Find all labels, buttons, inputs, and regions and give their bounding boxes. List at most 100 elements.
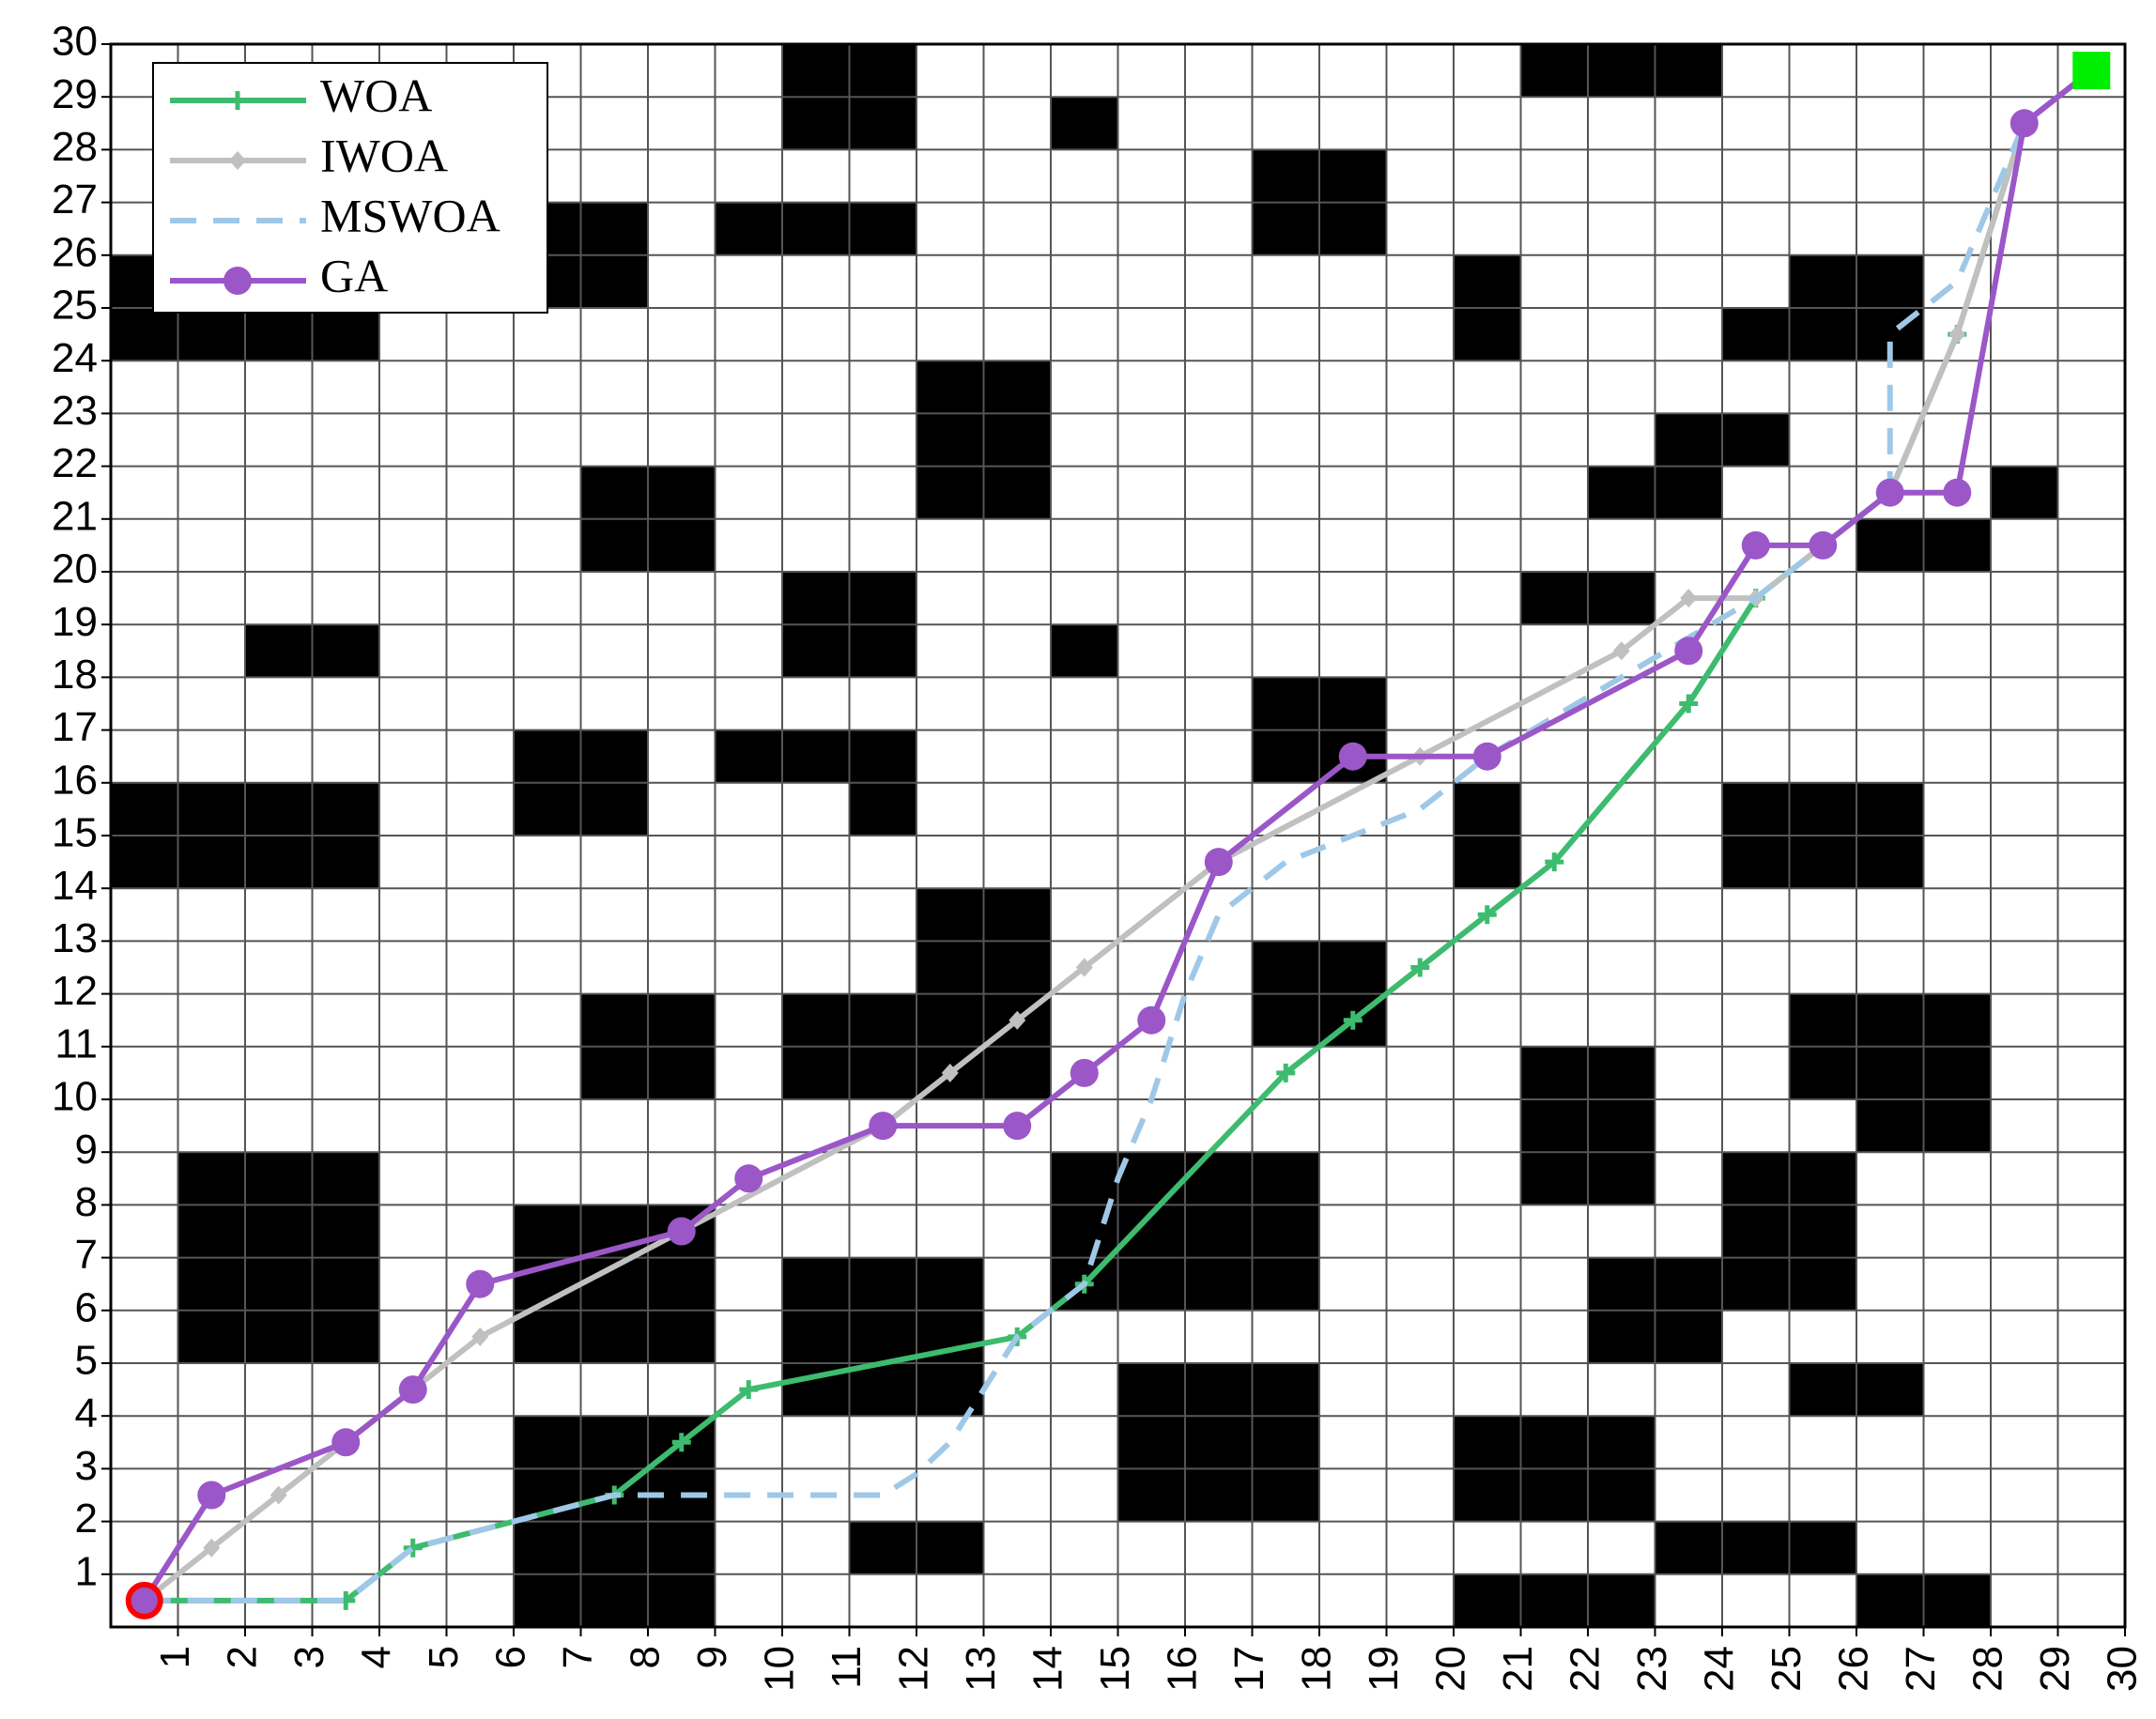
marker	[1070, 1058, 1099, 1087]
marker	[1679, 694, 1699, 714]
marker	[471, 1327, 489, 1346]
marker	[1680, 589, 1698, 608]
marker	[941, 1063, 959, 1082]
y-tick-label: 29	[52, 71, 98, 117]
x-tick-label: 16	[1160, 1646, 1206, 1692]
legend-label: IWOA	[320, 129, 448, 181]
y-tick-label: 25	[52, 283, 98, 329]
marker	[203, 1538, 221, 1558]
marker	[1204, 848, 1233, 877]
marker	[466, 1269, 495, 1298]
obstacle	[1454, 1573, 1656, 1627]
marker	[734, 1164, 763, 1193]
obstacle	[782, 1257, 984, 1417]
y-tick-label: 22	[52, 440, 98, 486]
marker	[228, 91, 247, 110]
obstacle	[1722, 308, 1924, 361]
marker	[1943, 478, 1972, 507]
marker	[671, 1433, 691, 1452]
y-tick-label: 30	[52, 19, 98, 65]
marker	[1477, 905, 1497, 925]
x-tick-label: 7	[555, 1646, 601, 1668]
marker	[1674, 637, 1703, 666]
obstacle	[1051, 97, 1118, 150]
x-tick-label: 4	[354, 1646, 400, 1668]
marker	[130, 1586, 159, 1615]
obstacle	[1117, 1363, 1319, 1522]
goal-point	[2072, 52, 2111, 90]
marker	[1075, 958, 1093, 977]
legend-label: MSWOA	[320, 189, 500, 241]
x-tick-label: 14	[1025, 1646, 1071, 1692]
marker	[2010, 109, 2039, 138]
x-tick-label: 25	[1763, 1646, 1810, 1692]
x-tick-label: 26	[1831, 1646, 1877, 1692]
x-tick-label: 15	[1092, 1646, 1138, 1692]
x-tick-label: 9	[689, 1646, 735, 1668]
x-tick-label: 23	[1629, 1646, 1675, 1692]
y-tick-label: 23	[52, 388, 98, 434]
marker	[1741, 530, 1770, 560]
obstacle	[715, 729, 916, 783]
obstacle	[715, 202, 916, 255]
x-tick-label: 20	[1428, 1646, 1474, 1692]
obstacle	[1051, 624, 1118, 678]
y-tick-label: 26	[52, 229, 98, 275]
x-tick-label: 27	[1898, 1646, 1944, 1692]
marker	[667, 1217, 696, 1246]
y-tick-label: 4	[75, 1390, 98, 1436]
obstacle	[849, 782, 916, 836]
marker	[869, 1112, 898, 1141]
y-tick-label: 17	[52, 704, 98, 750]
y-tick-label: 3	[75, 1443, 98, 1489]
legend-label: WOA	[320, 69, 432, 121]
x-tick-label: 11	[824, 1646, 870, 1689]
x-tick-label: 5	[421, 1646, 467, 1668]
marker	[1276, 1063, 1296, 1082]
marker	[1338, 742, 1367, 771]
x-tick-label: 10	[757, 1646, 803, 1692]
y-tick-label: 18	[52, 652, 98, 698]
y-tick-label: 8	[75, 1179, 98, 1225]
start-point	[125, 1581, 163, 1619]
y-tick-label: 10	[52, 1074, 98, 1120]
x-tick-label: 30	[2100, 1646, 2146, 1692]
y-tick-label: 21	[52, 493, 98, 539]
y-tick-label: 7	[75, 1232, 98, 1278]
plot-frame	[109, 42, 2127, 1629]
x-tick-label: 21	[1495, 1646, 1541, 1692]
x-tick-label: 8	[623, 1646, 669, 1668]
x-tick-label: 28	[1965, 1646, 2011, 1692]
obstacle	[1655, 1521, 1856, 1574]
obstacle	[1991, 466, 2058, 519]
y-tick-label: 24	[52, 335, 98, 381]
y-tick-label: 1	[75, 1548, 98, 1594]
obstacle	[1520, 44, 1722, 98]
marker	[398, 1375, 427, 1404]
x-tick-label: 6	[488, 1646, 534, 1668]
marker	[1809, 530, 1838, 560]
y-tick-label: 6	[75, 1284, 98, 1330]
y-tick-label: 5	[75, 1338, 98, 1384]
y-tick-label: 15	[52, 810, 98, 856]
marker	[1472, 742, 1502, 771]
marker	[1948, 325, 1966, 345]
x-tick-label: 18	[1294, 1646, 1340, 1692]
x-tick-label: 13	[958, 1646, 1004, 1692]
y-tick-label: 13	[52, 915, 98, 961]
y-tick-label: 28	[52, 124, 98, 170]
x-tick-label: 1	[152, 1646, 198, 1668]
y-tick-label: 11	[54, 1021, 98, 1067]
y-tick-label: 20	[52, 546, 98, 592]
x-tick-label: 17	[1226, 1646, 1272, 1692]
y-tick-label: 19	[52, 599, 98, 645]
y-tick-label: 12	[52, 968, 98, 1014]
marker	[331, 1428, 361, 1457]
y-tick-label: 9	[75, 1127, 98, 1173]
marker	[1137, 1005, 1166, 1035]
x-tick-label: 12	[891, 1646, 937, 1692]
marker	[229, 151, 246, 170]
marker	[1009, 1010, 1026, 1030]
x-tick-label: 19	[1361, 1646, 1407, 1692]
